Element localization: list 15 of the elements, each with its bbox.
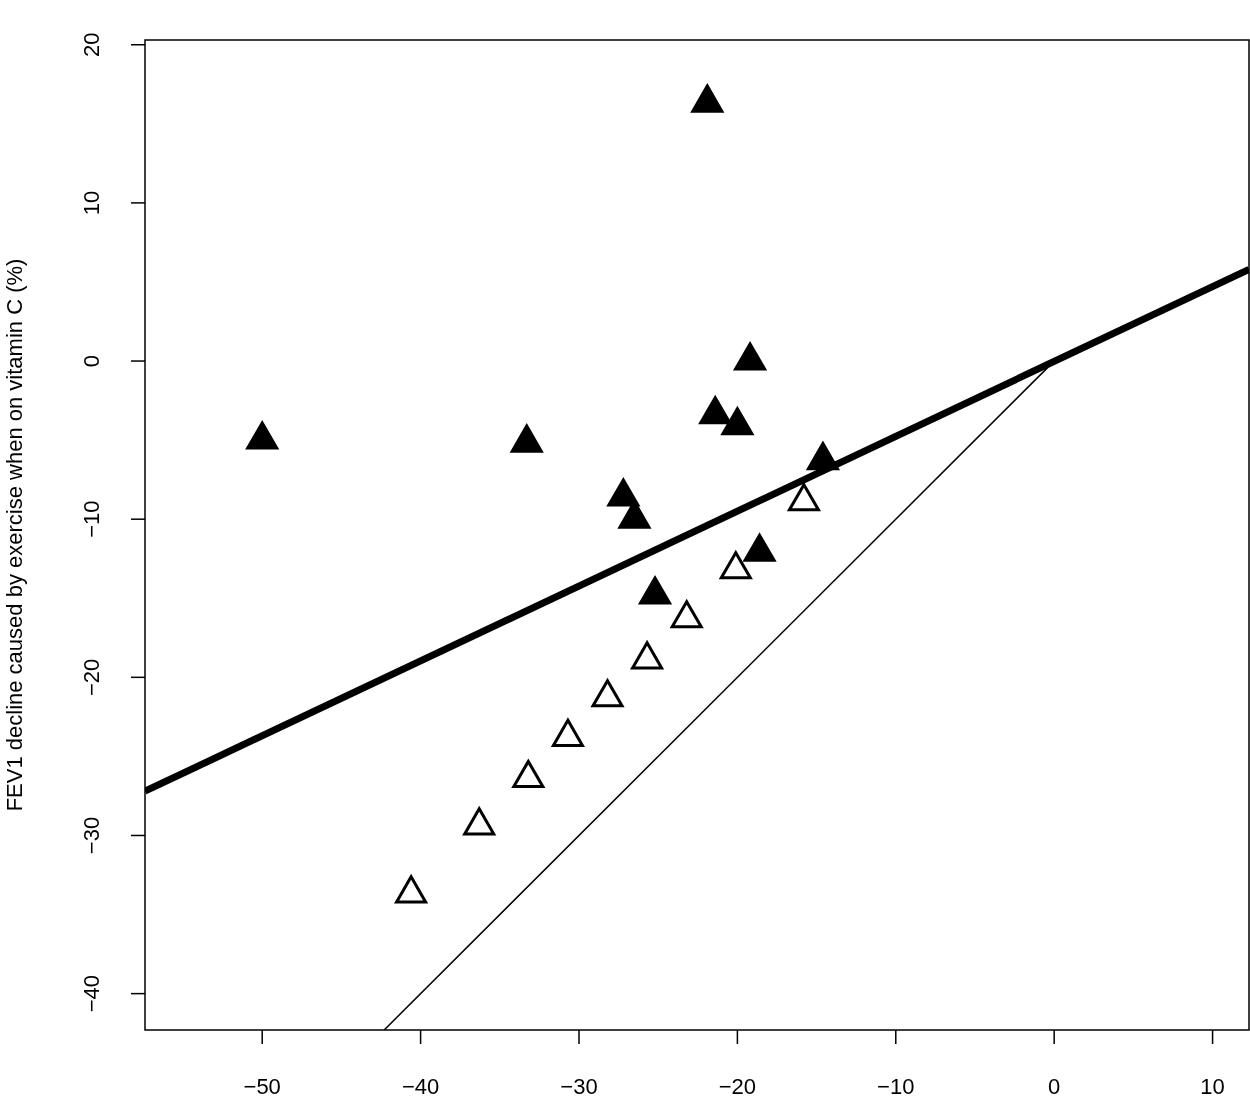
y-tick-label: 20 — [79, 32, 104, 57]
y-tick-label: −40 — [79, 974, 104, 1013]
y-tick-label: 0 — [79, 354, 104, 368]
x-tick-label: −10 — [877, 1074, 915, 1098]
x-tick-label: −50 — [243, 1074, 281, 1098]
x-tick-label: −20 — [718, 1074, 757, 1098]
x-tick-label: 10 — [1200, 1074, 1225, 1098]
x-tick-label: −40 — [401, 1074, 440, 1098]
y-tick-label: −20 — [79, 658, 104, 696]
x-tick-label: −30 — [560, 1074, 598, 1098]
y-tick-label: −30 — [79, 816, 104, 855]
y-axis-title: FEV1 decline caused by exercise when on vitamin C (%) — [2, 258, 27, 812]
y-tick-label: −10 — [79, 500, 104, 538]
y-tick-label: 10 — [79, 190, 104, 216]
x-tick-label: 0 — [1048, 1074, 1061, 1098]
